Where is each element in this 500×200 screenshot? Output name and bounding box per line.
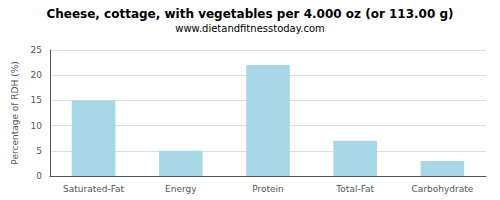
svg-text:0: 0 [36,171,42,181]
svg-text:20: 20 [31,70,43,80]
svg-text:Total-Fat: Total-Fat [335,184,374,194]
svg-text:Energy: Energy [165,184,197,194]
svg-text:25: 25 [31,45,42,55]
svg-text:www.dietandfitnesstoday.com: www.dietandfitnesstoday.com [175,23,324,34]
svg-text:Saturated-Fat: Saturated-Fat [63,184,125,194]
svg-text:15: 15 [31,95,42,105]
svg-text:Carbohydrate: Carbohydrate [412,184,474,194]
svg-text:10: 10 [31,121,43,131]
svg-text:Cheese, cottage, with vegetabl: Cheese, cottage, with vegetables per 4.0… [46,7,453,21]
svg-text:Protein: Protein [252,184,284,194]
svg-text:5: 5 [36,146,42,156]
svg-text:Percentage of RDH (%): Percentage of RDH (%) [10,61,20,164]
